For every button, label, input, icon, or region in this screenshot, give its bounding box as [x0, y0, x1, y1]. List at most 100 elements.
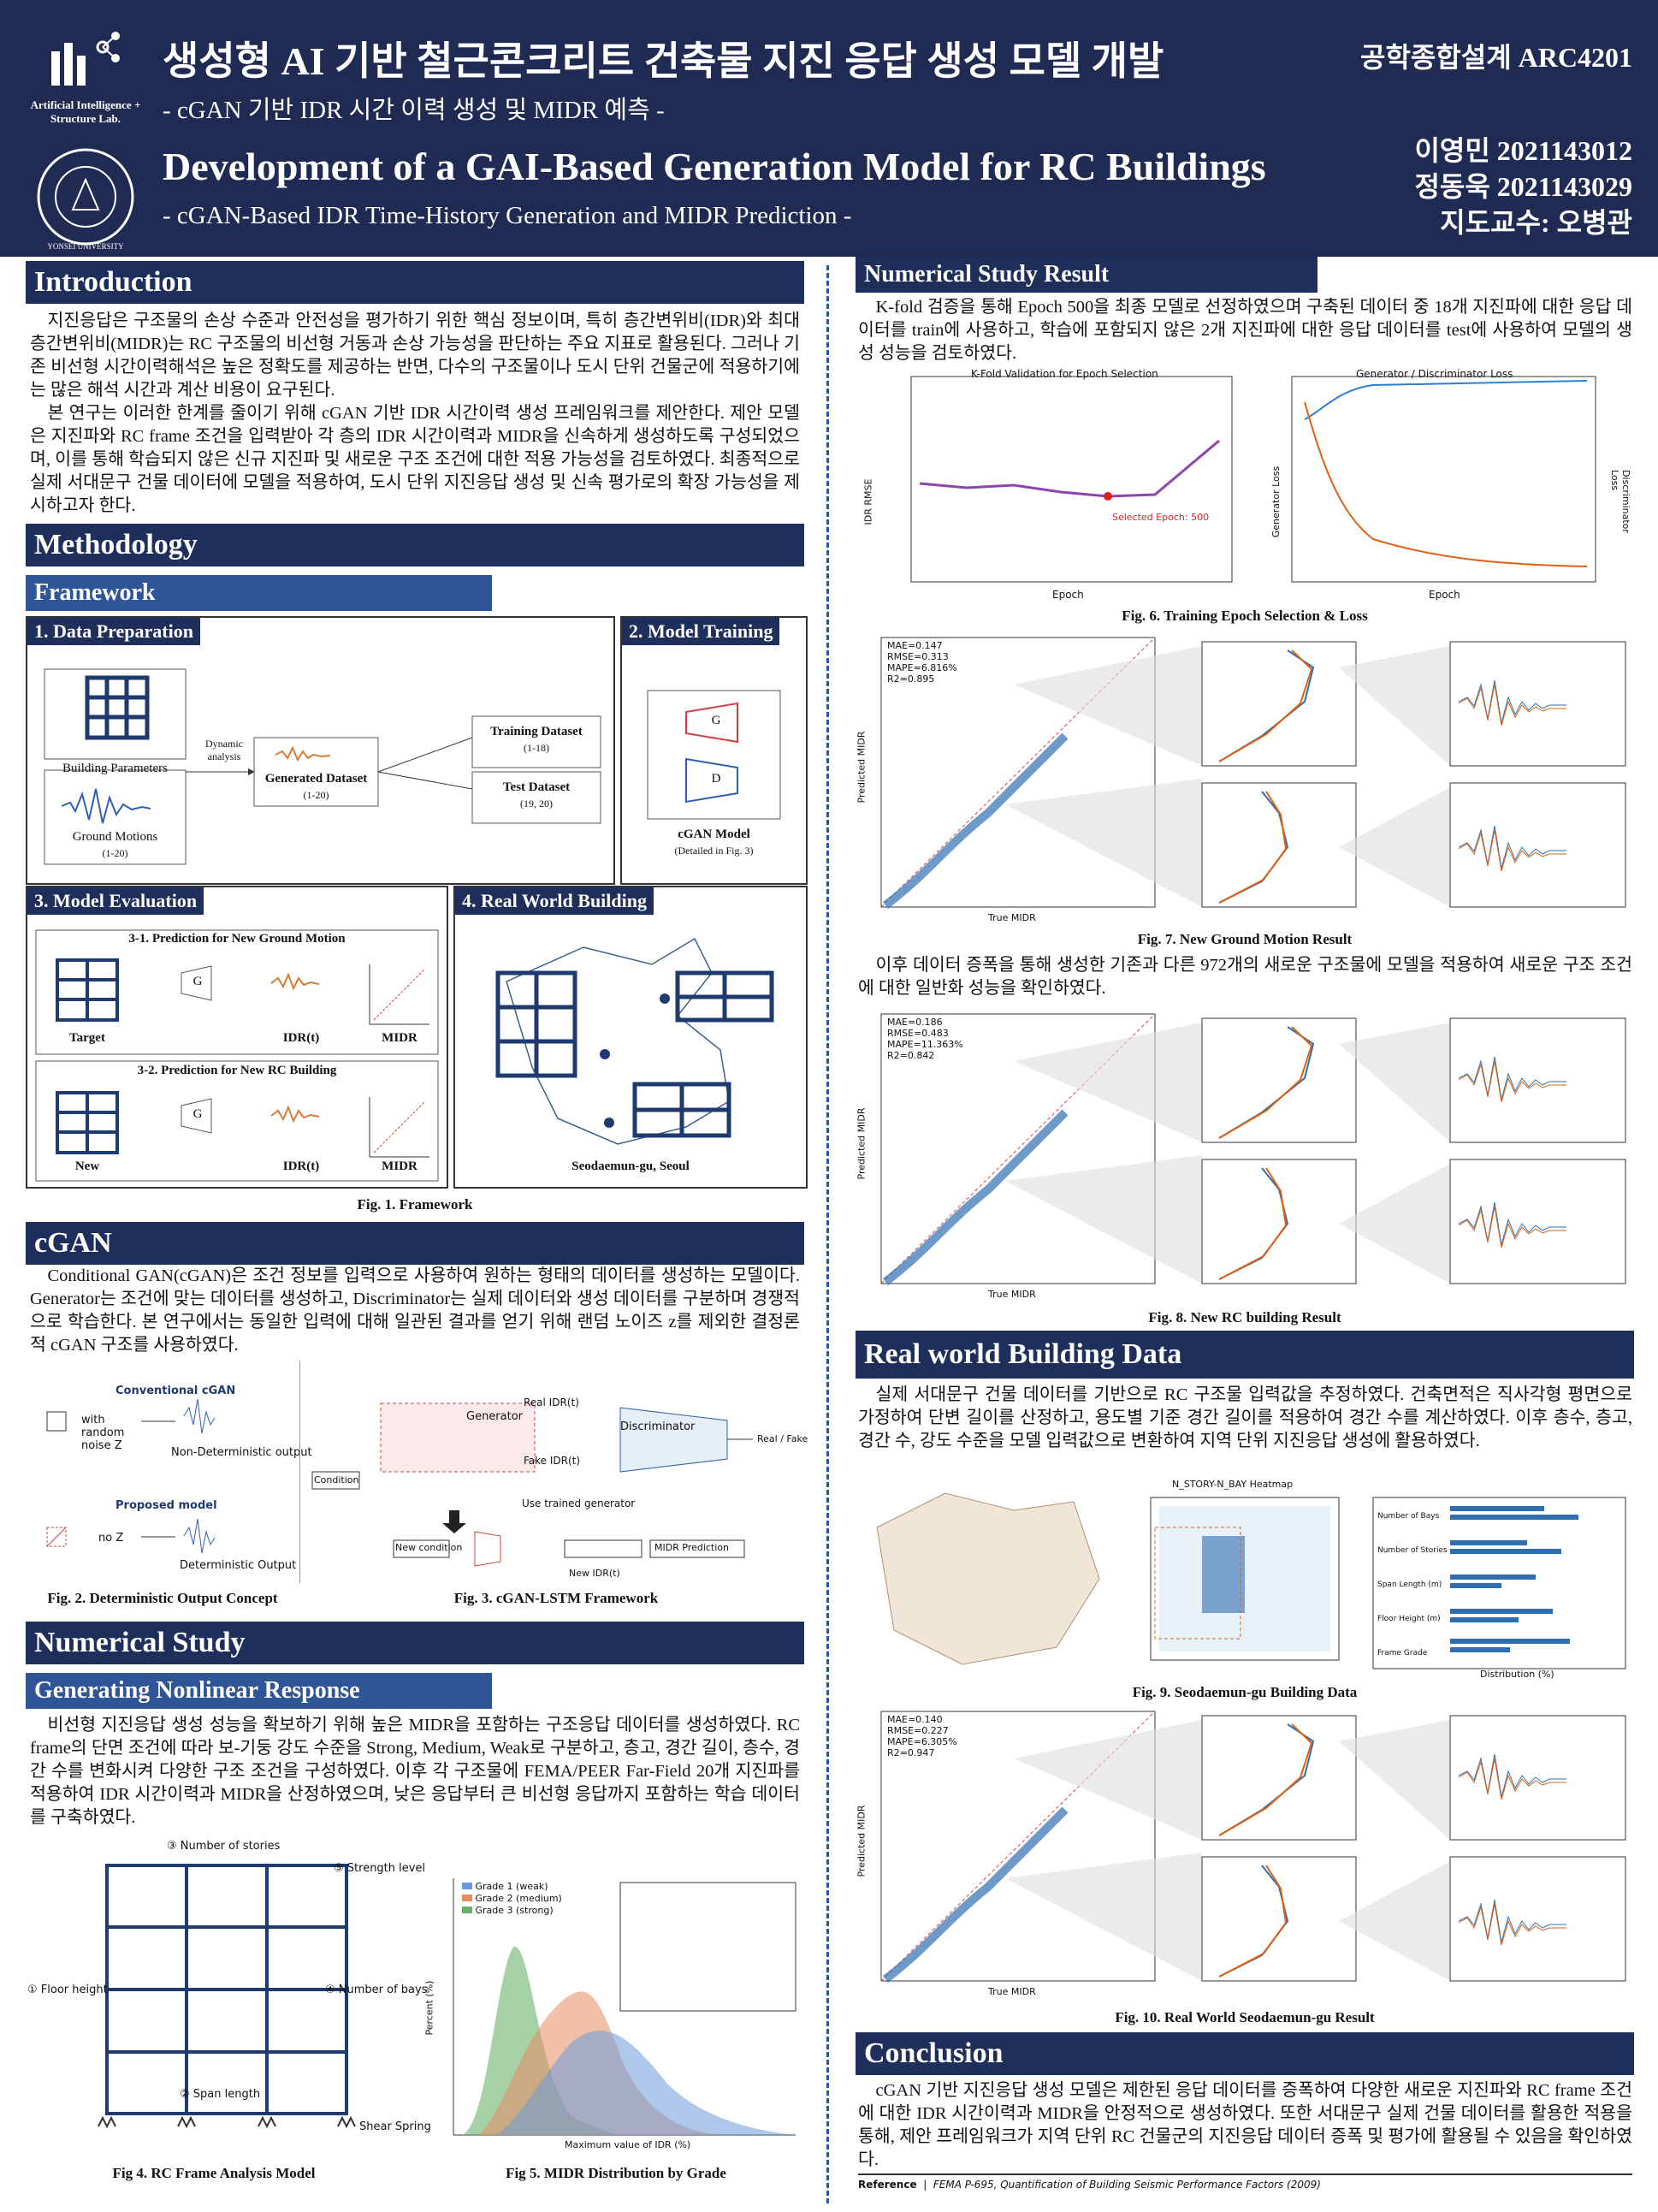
panel-title: 4. Real World Building	[455, 887, 654, 915]
paragraph: 지진응답은 구조물의 손상 수준과 안전성을 평가하기 위한 핵심 정보이며, …	[30, 311, 800, 400]
metric: MAE=0.186	[887, 1017, 943, 1028]
fig4-frame	[98, 1864, 356, 2129]
label: Deterministic Output	[180, 1559, 297, 1572]
figure-caption: Fig 5. MIDR Distribution by Grade	[506, 2165, 726, 2181]
metric: RMSE=0.227	[887, 1725, 949, 1736]
label: Seodaemun-gu, Seoul	[571, 1159, 690, 1173]
section-heading: Numerical Study Result	[856, 257, 1318, 293]
x-axis-label: True MIDR	[988, 1986, 1036, 1997]
label: Fake IDR(t)	[524, 1455, 581, 1467]
label: Target	[69, 1031, 105, 1045]
paragraph: 실제 서대문구 건물 데이터를 기반으로 RC 구조물 입력값을 추정하였다. …	[858, 1385, 1632, 1450]
figure-caption: Fig. 1. Framework	[357, 1196, 473, 1213]
lab-logo	[51, 32, 120, 86]
lab-name: Artificial Intelligence + Structure Lab.	[30, 98, 141, 125]
paragraph: 비선형 지진응답 생성 성능을 확보하기 위해 높은 MIDR을 포함하는 구조…	[30, 1716, 800, 1827]
y-axis-label: Discriminator Loss	[1609, 470, 1631, 533]
legend-entry: Grade 3 (strong)	[462, 1905, 562, 1917]
label: ③ Number of stories	[167, 1840, 281, 1853]
panel: 1. Data Preparation Building Parameters …	[26, 616, 615, 885]
x-axis-label: Maximum value of IDR (%)	[565, 2139, 691, 2150]
evaluation-diagram	[35, 929, 439, 1182]
label: with random noise Z	[81, 1414, 125, 1452]
label: ④ Number of bays	[325, 1984, 428, 1996]
figure-caption: Fig. 8. New RC building Result	[1148, 1309, 1341, 1325]
panel: 3. Model Evaluation 3-1. Prediction for …	[26, 886, 448, 1189]
reference-text: FEMA P-695, Quantification of Building S…	[933, 2179, 1321, 2191]
label: Condition	[314, 1474, 359, 1486]
label: ② Span length	[180, 2088, 261, 2101]
section-heading: Numerical Study	[26, 1622, 804, 1664]
metric: RMSE=0.313	[887, 651, 949, 662]
subsection-heading: Framework	[26, 575, 492, 611]
metrics: MAE=0.147 RMSE=0.313 MAPE=6.816% R2=0.895	[887, 640, 957, 685]
label: New	[74, 1159, 100, 1173]
metric: MAE=0.140	[887, 1714, 943, 1725]
x-axis-label: Distribution (%)	[1480, 1669, 1554, 1680]
label: 3-1. Prediction for New Ground Motion	[128, 932, 346, 946]
paragraph: Conditional GAN(cGAN)은 조건 정보를 입력으로 사용하여 …	[30, 1266, 800, 1355]
authors: 이영민 2021143012 정동욱 2021143029 지도교수: 오병관	[1414, 133, 1632, 240]
fig8: MAE=0.186 RMSE=0.483 MAPE=11.363% R2=0.842 T…	[856, 1010, 1634, 1305]
label: Test Dataset	[502, 780, 571, 794]
fig6-plots	[910, 376, 1596, 583]
label: MIDR Prediction	[654, 1542, 729, 1553]
metric: MAPE=11.363%	[887, 1039, 963, 1050]
metric: RMSE=0.483	[887, 1028, 949, 1039]
reference-label: Reference	[858, 2179, 917, 2191]
result-plots	[880, 637, 1626, 909]
seoul-map	[495, 937, 774, 1145]
label: New condition	[395, 1542, 463, 1553]
bar-label: Floor Height (m)	[1377, 1615, 1441, 1623]
metric: MAPE=6.816%	[887, 662, 957, 673]
label: Use trained generator	[522, 1497, 636, 1509]
label: Dynamic analysis	[205, 738, 243, 762]
label: G	[192, 975, 203, 988]
panel-title: 3. Model Evaluation	[27, 887, 204, 915]
paragraph: 본 연구는 이러한 한계를 줄이기 위해 cGAN 기반 IDR 시간이력 생성…	[30, 404, 800, 515]
university-name: YONSEI UNIVERSITY	[47, 242, 124, 251]
bar-labels: Number of Bays Number of Stories Span Le…	[1377, 1499, 1450, 1670]
panel-title: 1. Data Preparation	[27, 618, 200, 645]
result-plots	[880, 1013, 1626, 1285]
fig3-diagram	[311, 1403, 753, 1567]
label: MIDR	[382, 1031, 417, 1045]
bar-label: Frame Grade	[1377, 1649, 1428, 1658]
figure-caption: Fig. 10. Real World Seodaemun-gu Result	[1115, 2009, 1375, 2025]
metrics: MAE=0.140 RMSE=0.227 MAPE=6.305% R2=0.947	[887, 1714, 957, 1758]
metric: MAPE=6.305%	[887, 1736, 957, 1747]
paragraph: cGAN 기반 지진응답 생성 모델은 제한된 응답 데이터를 증폭하여 다양한…	[858, 2081, 1632, 2169]
label: MIDR	[382, 1159, 417, 1173]
y-axis-label: Predicted MIDR	[856, 1805, 867, 1877]
label: ⑤ Strength level	[334, 1862, 426, 1875]
figure-caption: Fig. 3. cGAN-LSTM Framework	[453, 1590, 659, 1606]
metric: R2=0.842	[887, 1050, 935, 1061]
label: no Z	[98, 1532, 124, 1545]
label: ① Floor height	[27, 1984, 108, 1996]
fig2-diagram	[46, 1398, 216, 1554]
label: Discriminator	[620, 1420, 696, 1433]
plot-title: Generator / Discriminator Loss	[1356, 368, 1513, 380]
university-seal	[37, 148, 134, 246]
metric: R2=0.947	[887, 1747, 935, 1758]
y-axis-label: Predicted MIDR	[856, 1107, 867, 1180]
metric: MAE=0.147	[887, 640, 943, 651]
panel-title: 2. Model Training	[622, 618, 780, 645]
subtitle-ko: - cGAN 기반 IDR 시간 이력 생성 및 MIDR 예측 -	[163, 97, 665, 124]
figure-caption: Fig 4. RC Frame Analysis Model	[112, 2165, 316, 2181]
label: New IDR(t)	[569, 1568, 620, 1579]
title-en: Development of a GAI-Based Generation Mo…	[163, 145, 1266, 188]
label: Conventional cGAN	[115, 1385, 236, 1397]
section-heading: Introduction	[26, 261, 804, 304]
title-ko: 생성형 AI 기반 철근콘크리트 건축물 지진 응답 생성 모델 개발	[163, 39, 1164, 83]
legend-entry: Grade 2 (medium)	[462, 1893, 562, 1905]
label: G	[711, 714, 721, 727]
label: D	[711, 772, 721, 786]
reference: Reference | FEMA P-695, Quantification o…	[858, 2173, 1632, 2191]
bar-label: Span Length (m)	[1377, 1580, 1442, 1589]
label: Generated Dataset	[264, 772, 368, 786]
author: 정동욱 2021143029	[1414, 171, 1632, 202]
divider	[299, 1361, 300, 1583]
y-axis-label: IDR RMSE	[862, 478, 874, 525]
fig10: MAE=0.140 RMSE=0.227 MAPE=6.305% R2=0.947 Tr…	[856, 1707, 1634, 2002]
